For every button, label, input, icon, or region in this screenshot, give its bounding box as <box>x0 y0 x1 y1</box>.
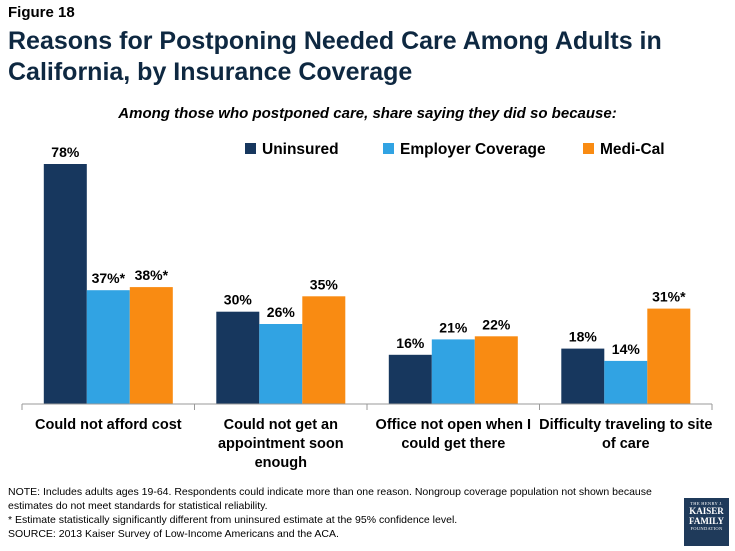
legend-swatch <box>583 143 594 154</box>
bar-value-label: 21% <box>439 319 468 335</box>
bar-employer-coverage <box>431 339 475 404</box>
bar-medi-cal <box>647 308 691 404</box>
logo-line4: FOUNDATION <box>690 526 723 531</box>
bars-group <box>43 164 691 404</box>
bar-uninsured <box>561 348 605 404</box>
bar-value-label: 31%* <box>652 289 686 305</box>
kff-logo: THE HENRY J. KAISER FAMILY FOUNDATION <box>684 498 729 546</box>
bar-value-label: 26% <box>267 304 296 320</box>
legend-swatch <box>245 143 256 154</box>
footnotes: NOTE: Includes adults ages 19-64. Respon… <box>8 485 658 541</box>
legend-swatch <box>383 143 394 154</box>
legend-label: Employer Coverage <box>400 141 546 158</box>
bar-uninsured <box>388 354 432 404</box>
bar-value-label: 78% <box>51 144 80 160</box>
bar-value-label: 38%* <box>135 267 169 283</box>
bar-employer-coverage <box>259 324 303 404</box>
legend: Uninsured Employer Coverage Medi-Cal <box>245 141 665 158</box>
bar-value-label: 18% <box>569 329 598 345</box>
bar-medi-cal <box>129 287 173 404</box>
bar-chart: Uninsured Employer Coverage Medi-Cal 78% 37… <box>21 141 713 471</box>
source-note: SOURCE: 2013 Kaiser Survey of Low-Income… <box>8 528 339 540</box>
note-text: NOTE: Includes adults ages 19-64. Respon… <box>8 486 652 512</box>
bar-value-label: 16% <box>396 335 425 351</box>
bar-employer-coverage <box>604 360 648 404</box>
bar-value-label: 30% <box>224 292 253 308</box>
logo-line3: FAMILY <box>688 516 724 526</box>
bar-uninsured <box>216 311 260 404</box>
bar-value-label: 37%* <box>92 270 126 286</box>
category-labels-group: Could not afford cost Could not get an app… <box>35 417 712 471</box>
bar-value-label: 35% <box>310 276 339 292</box>
chart-title: Reasons for Postponing Needed Care Among… <box>8 27 662 86</box>
bar-labels-group: 78% 37%* 38%* 30% 26% 35% 16% 21% 22% 18% 14% 31%* <box>51 144 686 357</box>
logo-line2: KAISER <box>689 506 724 516</box>
figure-label: Figure 18 <box>8 4 75 21</box>
category-label: Could not get an appointment soon enough <box>218 417 344 471</box>
bar-uninsured <box>43 164 87 404</box>
legend-label: Medi-Cal <box>600 141 665 158</box>
bar-medi-cal <box>302 296 346 404</box>
bar-medi-cal <box>474 336 518 404</box>
significance-note: * Estimate statistically significantly d… <box>8 514 458 526</box>
category-label: Could not afford cost <box>35 417 182 433</box>
bar-employer-coverage <box>86 290 130 404</box>
logo-line1: THE HENRY J. <box>690 501 723 506</box>
legend-label: Uninsured <box>262 141 339 158</box>
bar-value-label: 22% <box>482 316 511 332</box>
category-label: Difficulty traveling to site of care <box>539 417 712 452</box>
x-axis-ticks <box>21 404 713 410</box>
bar-value-label: 14% <box>612 341 641 357</box>
chart-subtitle: Among those who postponed care, share sa… <box>118 105 617 122</box>
